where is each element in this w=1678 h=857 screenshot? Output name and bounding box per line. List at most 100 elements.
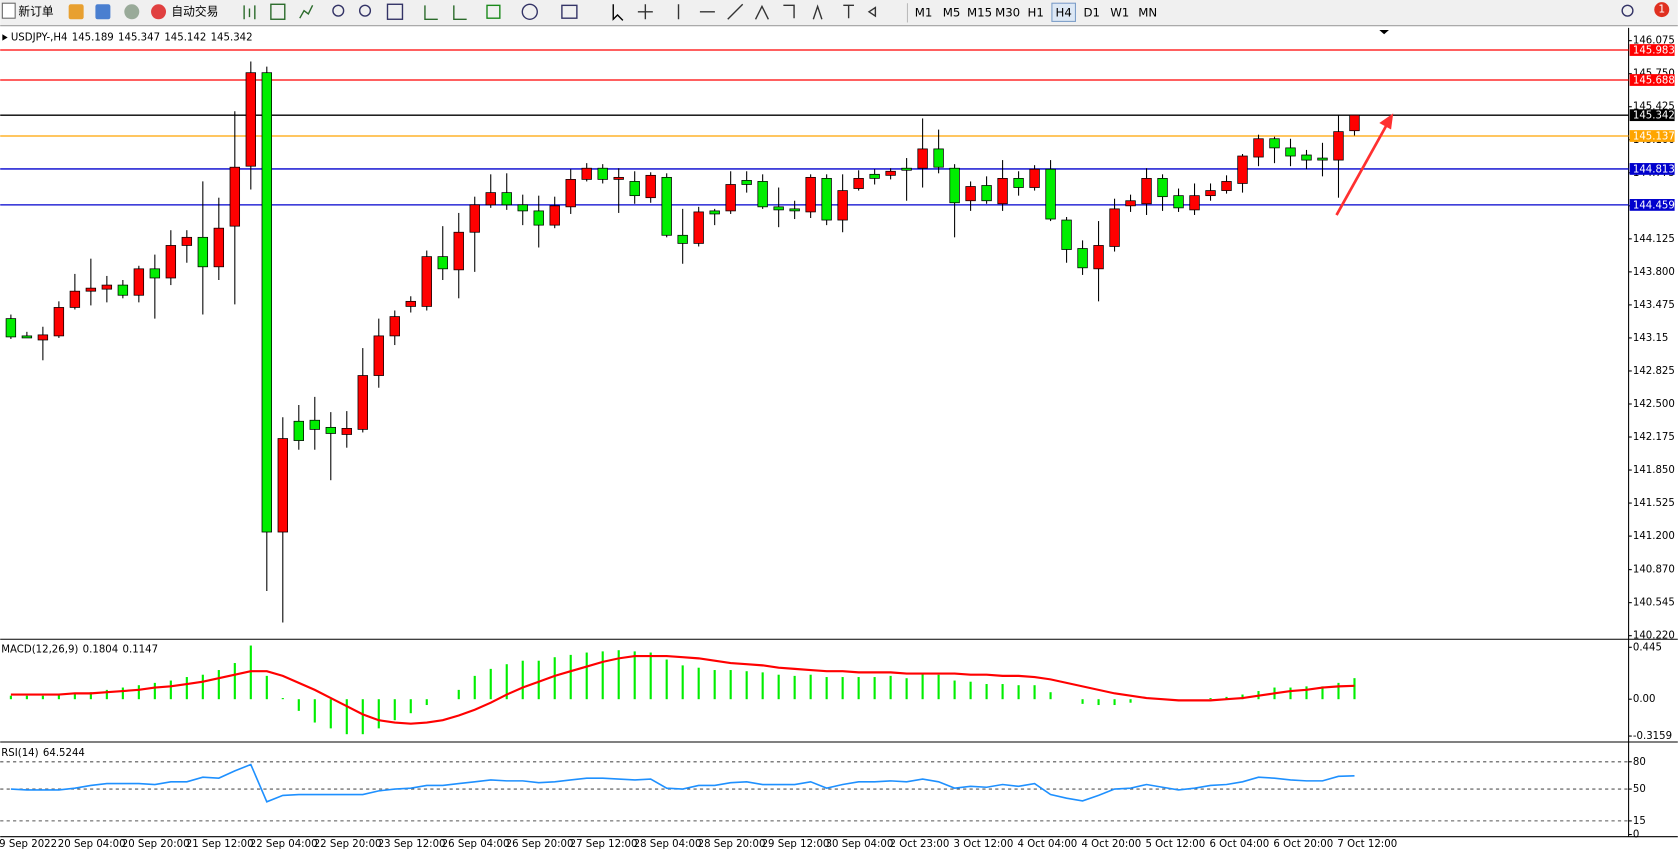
price-tag-label: 145.342 [1633,111,1675,122]
indicator-value: 0.1804 [83,644,119,655]
zoom-out-icon[interactable] [358,4,372,17]
candle-body [613,176,624,180]
candle-body [645,174,656,199]
timeframe-button[interactable]: M30 [995,5,1020,19]
indicator-value: 64.5244 [43,748,85,759]
header-marker [2,34,8,41]
x-tick-label: 28 Sep 04:00 [634,839,702,850]
price-tag-label: 145.688 [1633,76,1675,87]
ohlc-value: 145.142 [164,32,206,43]
indicator-header: RSI(14) 64.5244 [1,748,85,759]
signal-line [10,654,1355,725]
line-icon[interactable] [299,5,314,19]
ohlc-value: 145.342 [211,32,253,43]
x-tick-label: 6 Oct 04:00 [1209,839,1269,850]
search-icon[interactable] [1621,4,1634,17]
timeframe-button[interactable]: M15 [967,5,992,19]
auto-trading-icon[interactable] [151,4,167,20]
indicator-header: MACD(12,26,9) 0.1804 0.1147 [1,644,158,655]
candle-body [21,335,33,339]
toolbar-icon[interactable] [124,4,140,20]
chart-shift-marker[interactable] [1379,29,1389,35]
candle-icon[interactable] [270,3,286,20]
annotation-arrow [1335,113,1394,216]
candle-body [341,428,352,435]
arrow-shaft [1335,120,1391,216]
candle-body [533,210,544,226]
x-tick-label: 20 Sep 04:00 [58,839,126,850]
price-tag [1629,109,1675,122]
notification-badge[interactable] [1654,2,1670,18]
candle-body [1317,157,1328,161]
candle-body [1109,208,1120,247]
x-tick-label: 5 Oct 12:00 [1145,839,1205,850]
y-tick-label: 143.800 [1633,267,1675,278]
ohlc-value: 145.189 [72,32,114,43]
candle-body [517,204,528,212]
scroll-icon[interactable] [424,5,467,20]
y-tick-label: 145.425 [1633,102,1675,113]
y-tick-label: 140.870 [1633,565,1675,576]
candle-body [1125,200,1136,207]
price-tag-label: 145.983 [1633,46,1675,57]
timeframe-button[interactable]: M5 [943,5,961,19]
plot-area: 146.075145.750145.425145.100144.775144.4… [0,32,1678,850]
y-tick-label: 141.850 [1633,465,1675,476]
timeframe-button[interactable]: M1 [915,5,933,19]
drawing-icons[interactable] [754,4,877,20]
candle-body [1093,245,1104,270]
candle-body [149,268,161,279]
candle-body [1301,154,1312,161]
candle-body [325,426,336,434]
candle-body [629,181,640,197]
new-order-icon[interactable] [1,2,16,19]
y-tick-label: 0 [1633,830,1639,841]
candle-body [165,245,177,279]
candle-body [597,167,608,180]
x-tick-label: 20 Sep 20:00 [122,839,190,850]
candle-body [1173,195,1184,209]
y-tick-label: 146.075 [1633,36,1675,47]
zoom-in-icon[interactable] [332,4,345,17]
price-tag [1629,130,1675,142]
y-tick-label: 140.220 [1633,631,1675,642]
candle-body [869,173,880,179]
timeframe-button[interactable]: MN [1138,5,1157,19]
candle-body [389,316,400,337]
timeframe-button[interactable]: W1 [1110,5,1129,19]
indicator-title: MACD(12,26,9) [1,644,78,655]
indicator-value: 0.1147 [123,644,159,655]
auto-trading-button[interactable]: 自动交易 [171,4,218,18]
cursor-icon[interactable] [612,4,624,21]
timeframe-button[interactable]: H1 [1027,5,1043,19]
ohlc-value: 145.347 [118,32,160,43]
candle-body [437,256,448,270]
timeframe-button[interactable]: H4 [1056,5,1072,19]
x-tick-label: 22 Sep 20:00 [314,839,382,850]
candle-body [69,290,81,308]
candle-body [85,287,97,292]
candle-body [373,335,384,376]
candle-body [1349,114,1360,132]
tile-icon[interactable] [386,3,404,20]
periods-icon[interactable] [521,3,538,20]
x-tick-label: 26 Sep 04:00 [442,839,510,850]
templates-icon[interactable] [561,4,578,19]
bar-chart-icon[interactable] [243,5,256,20]
indicators-icon[interactable] [486,4,501,19]
candle-body [1029,168,1040,188]
toolbar-icon[interactable] [68,4,84,20]
timeframe-button[interactable]: D1 [1083,5,1100,19]
new-order-button[interactable]: 新订单 [18,4,53,18]
candle-body [5,318,17,338]
drawing-icons[interactable] [637,3,744,20]
toolbar-icon[interactable] [95,4,111,20]
candle-body [1269,138,1280,149]
y-tick-label: 15 [1633,816,1646,827]
x-tick-label: 26 Sep 20:00 [506,839,574,850]
x-tick-label: 22 Sep 04:00 [250,839,318,850]
chart-tools[interactable] [243,3,1634,21]
y-tick-label: 50 [1633,784,1646,795]
candle-body [405,300,416,307]
